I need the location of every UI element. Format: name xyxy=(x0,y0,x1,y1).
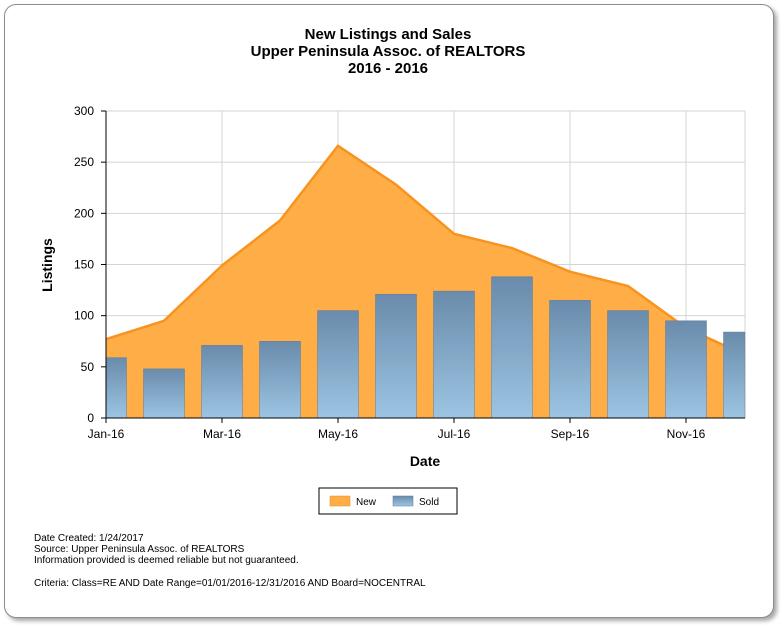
x-tick-label: Jul-16 xyxy=(438,427,471,441)
x-tick-label: Nov-16 xyxy=(667,427,706,441)
sold-bar xyxy=(607,310,649,419)
sold-bar xyxy=(143,368,185,419)
y-tick-label: 50 xyxy=(81,360,95,374)
sold-bar xyxy=(259,341,301,419)
y-tick-labels: 0 50 100 150 200 250 300 xyxy=(74,104,94,425)
sold-bar xyxy=(201,345,243,419)
y-tick-label: 150 xyxy=(74,258,94,272)
sold-series-bars xyxy=(105,276,746,419)
x-tick-label: Mar-16 xyxy=(203,427,241,441)
y-tick-label: 100 xyxy=(74,309,94,323)
source-text: Source: Upper Peninsula Assoc. of REALTO… xyxy=(34,544,245,555)
x-axis-label: Date xyxy=(410,453,441,469)
legend-new-swatch xyxy=(329,495,351,507)
legend-sold-swatch xyxy=(392,495,414,507)
x-tick-label: Jan-16 xyxy=(88,427,125,441)
x-tick-label: May-16 xyxy=(318,427,358,441)
y-tick-label: 250 xyxy=(74,155,94,169)
y-axis-label: Listings xyxy=(39,238,55,292)
legend-new-label: New xyxy=(356,497,377,508)
chart-title-line-1: New Listings and Sales xyxy=(304,26,472,43)
new-area-line xyxy=(105,144,745,356)
sold-bar xyxy=(375,293,417,419)
legend-sold-label: Sold xyxy=(419,497,439,508)
sold-bar xyxy=(549,300,591,419)
x-tick-labels: Jan-16 Mar-16 May-16 Jul-16 Sep-16 Nov-16 xyxy=(88,427,706,441)
sold-bar xyxy=(665,320,707,419)
axes xyxy=(101,110,745,423)
sold-bar xyxy=(723,331,746,419)
sold-bar xyxy=(317,310,359,419)
chart-title-line-3: 2016 - 2016 xyxy=(347,60,429,77)
sold-bar xyxy=(491,276,533,419)
y-tick-label: 300 xyxy=(74,104,94,118)
chart-title: New Listings and Sales Upper Peninsula A… xyxy=(0,26,776,77)
date-created-text: Date Created: 1/24/2017 xyxy=(34,533,144,544)
legend: New Sold xyxy=(318,487,458,515)
x-tick-label: Sep-16 xyxy=(551,427,590,441)
chart-title-line-2: Upper Peninsula Assoc. of REALTORS xyxy=(250,43,526,60)
disclaimer-text: Information provided is deemed reliable … xyxy=(34,555,299,566)
criteria-text: Criteria: Class=RE AND Date Range=01/01/… xyxy=(34,578,426,589)
sold-bar xyxy=(433,290,475,419)
y-tick-label: 200 xyxy=(74,206,94,220)
footer-notes: Date Created: 1/24/2017 Source: Upper Pe… xyxy=(34,533,426,589)
sold-bar xyxy=(105,357,127,419)
y-tick-label: 0 xyxy=(87,411,94,425)
